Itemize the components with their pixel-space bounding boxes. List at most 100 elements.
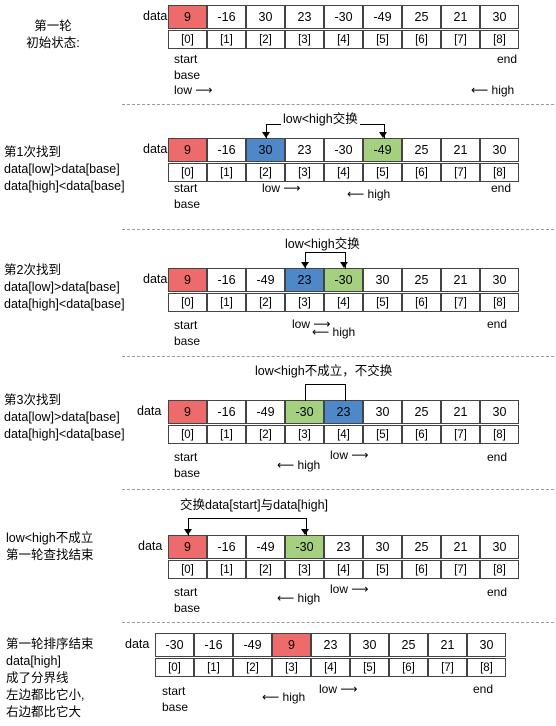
- array-cell: 23: [311, 633, 350, 657]
- arrow-left-icon: ⟵: [277, 591, 298, 605]
- pointer-base-label: base: [174, 197, 200, 211]
- array-index: [1]: [207, 293, 246, 312]
- pointer-start-label: start: [174, 450, 197, 464]
- section-divider: [122, 489, 554, 490]
- array-index: [6]: [402, 30, 441, 49]
- array-index: [6]: [389, 658, 428, 677]
- step-description-line: 第一轮查找结束: [6, 548, 94, 562]
- array-name-label: data: [143, 142, 168, 156]
- pointer-name: end: [491, 181, 512, 195]
- step-description-line: data[high]<data[base]: [4, 427, 125, 441]
- pointer-low-label: low ⟶: [292, 317, 331, 331]
- array-index: [4]: [324, 425, 363, 444]
- swap-arrowhead: [300, 529, 309, 535]
- array-cell: 25: [402, 138, 441, 162]
- array-index: [4]: [324, 560, 363, 579]
- array-name-label: data: [125, 637, 150, 651]
- array-cell: 9: [168, 535, 207, 559]
- arrow-right-icon: ⟶: [280, 181, 301, 195]
- array-index: [6]: [402, 560, 441, 579]
- swap-bracket: [187, 518, 307, 536]
- pointer-high-label: ⟵ high: [312, 325, 355, 339]
- array-index: [1]: [194, 658, 233, 677]
- array-index: [2]: [246, 163, 285, 182]
- step-description-line: 第一轮: [34, 19, 72, 33]
- array-cell: -49: [246, 400, 285, 424]
- pointer-base-label: base: [174, 466, 200, 480]
- pointer-end-label: end: [473, 682, 493, 696]
- step-description-line: 成了分界线: [6, 671, 69, 685]
- pointer-high-label: ⟵ high: [471, 83, 514, 97]
- step-description-line: 右边都比它大: [6, 705, 82, 719]
- array-index: [2]: [246, 560, 285, 579]
- array-cell: 23: [285, 268, 324, 292]
- pointer-name: end: [487, 317, 508, 331]
- array-index: [4]: [324, 293, 363, 312]
- array-cell: 9: [168, 400, 207, 424]
- pointer-name: low: [319, 682, 338, 696]
- pointer-start-label: start: [162, 684, 185, 698]
- array-index: [4]: [311, 658, 350, 677]
- swap-caption: low<high交换: [281, 108, 360, 127]
- array-cell: 9: [168, 5, 207, 29]
- array-cell: 25: [402, 268, 441, 292]
- pointer-high-label: ⟵ high: [277, 458, 320, 472]
- array-cell: -16: [207, 400, 246, 424]
- pointer-name: end: [497, 52, 518, 66]
- step-description-line: data[high]<data[base]: [4, 297, 125, 311]
- step-description-line: 第2次找到: [4, 263, 61, 277]
- array-index: [3]: [285, 30, 324, 49]
- array-cell: 30: [363, 268, 402, 292]
- array-index: [4]: [324, 30, 363, 49]
- array-index: [0]: [168, 560, 207, 579]
- arrow-left-icon: ⟵: [262, 690, 283, 704]
- pointer-base-label: base: [174, 601, 200, 615]
- array-index: [2]: [246, 425, 285, 444]
- pointer-name: low: [330, 582, 349, 596]
- arrow-right-icon: ⟶: [192, 83, 213, 97]
- pointer-name: high: [491, 83, 515, 97]
- array-cell: 30: [363, 400, 402, 424]
- array-cell: 21: [441, 268, 480, 292]
- array-cell: 30: [480, 535, 519, 559]
- swap-bracket: [304, 252, 346, 269]
- pointer-end-label: end: [487, 450, 507, 464]
- array-index: [4]: [324, 163, 363, 182]
- pointer-name: base: [174, 466, 201, 480]
- array-cell: 25: [402, 400, 441, 424]
- pointer-name: start: [174, 450, 198, 464]
- pointer-name: start: [174, 585, 198, 599]
- array-index: [6]: [402, 163, 441, 182]
- array-index: [8]: [467, 658, 506, 677]
- array-index: [0]: [168, 30, 207, 49]
- array-cell: 21: [428, 633, 467, 657]
- array-index: [3]: [285, 560, 324, 579]
- array-index: [5]: [363, 560, 402, 579]
- array-index: [5]: [363, 425, 402, 444]
- array-index: [6]: [402, 293, 441, 312]
- step-description: 第一轮 初始状态:: [8, 18, 98, 52]
- array-index: [2]: [233, 658, 272, 677]
- array-cell: -49: [246, 268, 285, 292]
- arrow-left-icon: ⟵: [277, 458, 298, 472]
- array-index: [7]: [441, 293, 480, 312]
- array-index: [2]: [246, 293, 285, 312]
- array-name-label: data: [138, 539, 163, 553]
- array-cell: 25: [402, 5, 441, 29]
- step-description-line: data[low]>data[base]: [4, 410, 120, 424]
- pointer-name: base: [174, 601, 201, 615]
- pointer-name: high: [367, 187, 391, 201]
- array-index: [1]: [207, 163, 246, 182]
- array-cell: 23: [324, 400, 363, 424]
- array-name-label: data: [137, 404, 162, 418]
- pointer-name: low: [262, 181, 281, 195]
- pointer-name: start: [174, 52, 198, 66]
- array-cell: 30: [363, 535, 402, 559]
- step-description-line: data[low]>data[base]: [4, 280, 120, 294]
- array-name-label: data: [143, 272, 168, 286]
- pointer-name: base: [174, 197, 201, 211]
- array-cell: -16: [207, 138, 246, 162]
- array-index: [8]: [480, 425, 519, 444]
- step-description-line: data[low]>data[base]: [4, 162, 120, 176]
- pointer-name: base: [162, 700, 189, 714]
